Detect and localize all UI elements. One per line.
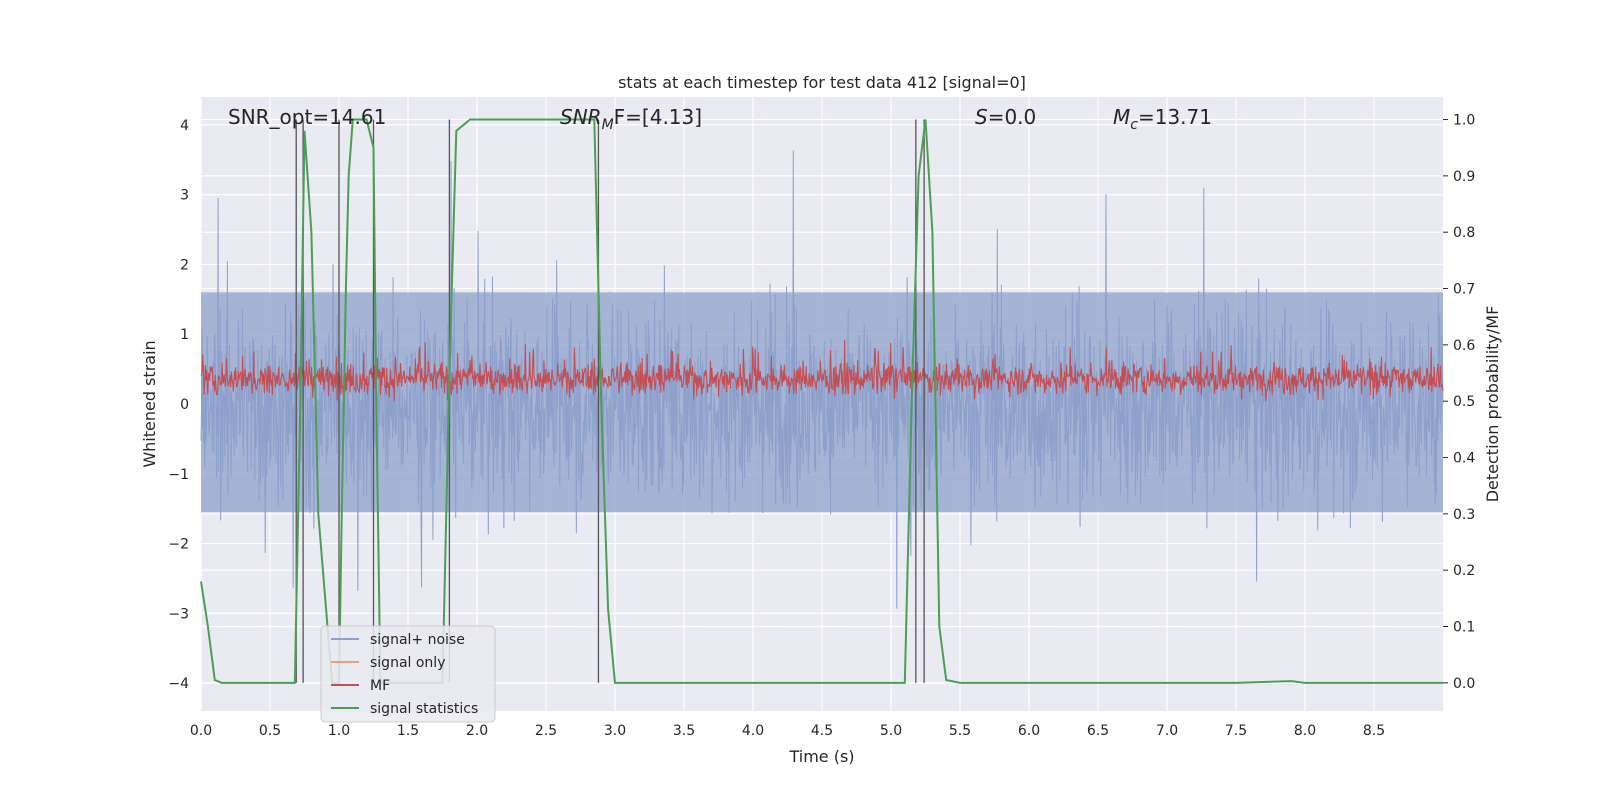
mf-line [200, 340, 1444, 402]
y-axis-ticks: −4 −3 −2 −1 0 1 2 3 4 [168, 118, 189, 692]
snr-opt-annotation: SNR_opt=14.61 [228, 105, 386, 129]
s-symbol: S [975, 105, 988, 129]
series-mf [200, 340, 1444, 402]
noise-line [200, 150, 1444, 609]
y-right-axis-label: Detection probability/MF [1483, 306, 1502, 503]
s-annotation: S=0.0 [975, 105, 1036, 129]
y-right-tick-label: 0.7 [1453, 282, 1475, 298]
y-tick-label: 1 [180, 327, 189, 343]
y-right-tick-label: 0.0 [1453, 676, 1475, 692]
x-tick-label: 4.5 [811, 723, 833, 739]
y-tick-label: −1 [168, 467, 189, 483]
legend: signal+ noise signal only MF signal stat… [320, 625, 496, 723]
x-tick-label: 6.0 [1018, 723, 1040, 739]
y-tick-label: −2 [168, 537, 189, 553]
y-right-tick-label: 0.1 [1453, 620, 1475, 636]
y-right-tick-label: 0.4 [1453, 451, 1475, 467]
x-tick-label: 4.0 [742, 723, 764, 739]
x-tick-label: 8.0 [1294, 723, 1316, 739]
x-axis-ticks: 0.0 0.5 1.0 1.5 2.0 2.5 3.0 3.5 4.0 4.5 5.0 5.5 6.0 6… [190, 723, 1385, 739]
x-tick-label: 7.0 [1156, 723, 1178, 739]
y-tick-label: 3 [180, 188, 189, 204]
y-right-tick-label: 1.0 [1453, 113, 1475, 129]
signal-statistics-line [200, 118, 1443, 684]
x-tick-label: 6.5 [1087, 723, 1109, 739]
x-tick-label: 2.0 [466, 723, 488, 739]
snr-mf-annotation: SNRMF=[4.13] [560, 105, 702, 133]
y-right-tick-label: 0.2 [1453, 563, 1475, 579]
x-tick-label: 2.5 [535, 723, 557, 739]
mc-annotation: Mc=13.71 [1113, 105, 1212, 133]
y-tick-label: −3 [168, 606, 189, 622]
legend-label-mf: MF [370, 678, 390, 694]
legend-label-signal-plus-noise: signal+ noise [370, 632, 465, 648]
legend-label-signal-only: signal only [370, 655, 445, 671]
mc-symbol: M [1113, 105, 1130, 129]
snr-mf-symbol: SNR [560, 105, 602, 129]
legend-box [320, 625, 496, 723]
chart-title: stats at each timestep for test data 412… [618, 73, 1026, 92]
x-tick-label: 5.5 [949, 723, 971, 739]
series-signal-plus-noise [200, 150, 1444, 609]
series-signal-statistics [200, 118, 1443, 684]
x-axis-label: Time (s) [788, 747, 854, 766]
mc-subscript: c [1130, 117, 1138, 133]
y-right-tick-label: 0.9 [1453, 169, 1475, 185]
y-tick-label: −4 [168, 676, 189, 692]
y-tick-label: 4 [180, 118, 189, 134]
y-tick-label: 2 [180, 257, 189, 273]
legend-label-signal-statistics: signal statistics [370, 701, 478, 717]
y-right-tick-label: 0.6 [1453, 338, 1475, 354]
mc-value: =13.71 [1138, 105, 1212, 129]
x-tick-label: 1.0 [328, 723, 350, 739]
x-tick-label: 0.0 [190, 723, 212, 739]
x-tick-label: 3.0 [604, 723, 626, 739]
y-right-axis-ticks: 0.0 0.1 0.2 0.3 0.4 0.5 0.6 0.7 0.8 0.9 1.0 [1443, 113, 1475, 692]
snr-mf-subscript: M [602, 117, 614, 133]
y-right-tick-label: 0.5 [1453, 394, 1475, 410]
x-tick-label: 1.5 [397, 723, 419, 739]
snr-mf-value: F=[4.13] [614, 105, 702, 129]
y-tick-label: 0 [180, 397, 189, 413]
x-tick-label: 5.0 [880, 723, 902, 739]
x-tick-label: 0.5 [259, 723, 281, 739]
s-value: =0.0 [988, 105, 1037, 129]
y-axis-label: Whitened strain [140, 340, 159, 467]
x-tick-label: 7.5 [1225, 723, 1247, 739]
y-right-tick-label: 0.3 [1453, 507, 1475, 523]
x-tick-label: 3.5 [673, 723, 695, 739]
y-right-tick-label: 0.8 [1453, 225, 1475, 241]
x-tick-label: 8.5 [1363, 723, 1385, 739]
